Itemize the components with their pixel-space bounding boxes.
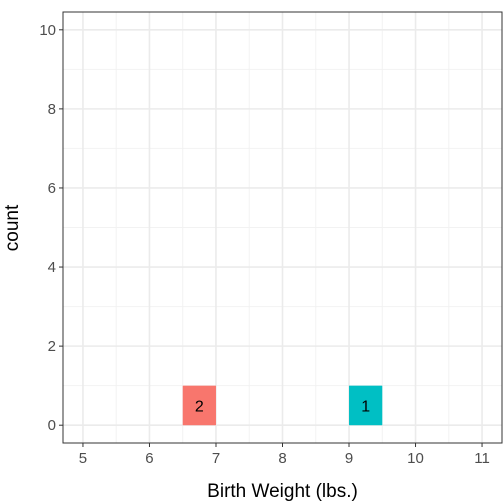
y-tick-label: 0 — [48, 417, 56, 434]
x-tick-label: 10 — [407, 450, 424, 467]
x-tick-label: 7 — [212, 450, 220, 467]
bar-label: 1 — [361, 398, 370, 415]
histogram-bar — [349, 385, 383, 426]
y-tick-label: 10 — [39, 22, 56, 39]
x-tick-label: 5 — [79, 450, 87, 467]
y-axis-title: count — [2, 204, 23, 251]
x-tick-label: 8 — [278, 450, 286, 467]
x-tick-label: 6 — [145, 450, 153, 467]
x-axis-title: Birth Weight (lbs.) — [207, 481, 358, 502]
major-gridlines — [63, 12, 502, 443]
bar-label: 2 — [195, 398, 204, 415]
y-tick-label: 4 — [48, 259, 56, 276]
y-tick-label: 8 — [48, 101, 56, 118]
y-axis-ticks: 0 2 4 6 8 10 — [39, 22, 63, 434]
x-axis-ticks: 5 6 7 8 9 10 11 — [79, 443, 490, 467]
x-tick-label: 11 — [474, 450, 490, 467]
y-tick-label: 6 — [48, 180, 56, 197]
histogram-bar — [182, 385, 216, 426]
y-tick-label: 2 — [48, 338, 56, 355]
x-tick-label: 9 — [345, 450, 353, 467]
